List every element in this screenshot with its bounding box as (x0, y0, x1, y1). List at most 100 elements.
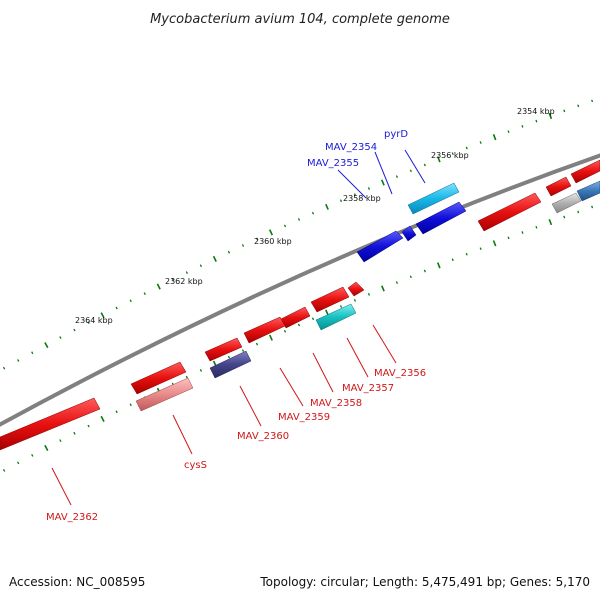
inner-tick (591, 205, 594, 209)
inner-tick (409, 275, 412, 279)
inner-tick (2, 468, 6, 472)
inner-tick (436, 262, 441, 269)
inner-tick (199, 369, 202, 372)
outer-tick (199, 264, 202, 268)
gene-cysS[interactable] (135, 377, 194, 412)
outer-tick (563, 109, 566, 113)
inner-tick (59, 439, 62, 443)
inner-tick (395, 281, 398, 284)
outer-tick (2, 366, 6, 370)
outer-tick (241, 244, 245, 247)
outer-tick (423, 163, 426, 167)
accession-text: Accession: NC_008595 (9, 575, 145, 589)
gene-red-2350a[interactable] (545, 176, 572, 197)
outer-tick (17, 359, 20, 362)
inner-tick (451, 258, 454, 262)
outer-tick (535, 119, 538, 123)
topology-text: Topology: circular; Length: 5,475,491 bp… (259, 575, 590, 589)
scale-label-2360: 2360 kbp (254, 237, 292, 246)
outer-tick (492, 134, 497, 141)
outer-tick (227, 250, 231, 254)
gene-MAV_2358[interactable] (310, 286, 350, 313)
gene-MAV_2362[interactable] (0, 397, 101, 451)
inner-tick (115, 410, 118, 414)
gene-red-2350b[interactable] (570, 159, 600, 184)
inner-tick (521, 231, 524, 234)
gene-strand-forward (356, 159, 600, 263)
inner-tick (311, 317, 315, 321)
outer-tick (212, 255, 217, 262)
inner-tick (17, 461, 20, 465)
outer-tick (521, 125, 524, 128)
leader-MAV_2359 (279, 367, 304, 407)
inner-tick (465, 252, 468, 256)
inner-tick-row (2, 205, 594, 472)
genome-backbone (0, 153, 600, 427)
outer-tick (507, 130, 510, 134)
inner-tick (227, 355, 231, 359)
outer-tick (31, 351, 34, 355)
gene-MAV_2354[interactable] (401, 225, 417, 242)
inner-tick (479, 247, 482, 251)
leader-cysS (172, 414, 193, 455)
gene-red-2361b[interactable] (130, 361, 187, 395)
gene-pyrD[interactable] (407, 182, 460, 215)
inner-tick (255, 342, 259, 346)
gene-MAV_2357[interactable] (315, 303, 357, 331)
outer-tick-row (2, 99, 594, 370)
outer-tick (171, 278, 174, 281)
inner-tick (185, 375, 188, 379)
inner-tick (535, 225, 538, 229)
inner-tick (381, 285, 385, 292)
outer-tick (283, 224, 287, 228)
label-cysS: cysS (184, 460, 207, 471)
inner-tick (44, 444, 49, 451)
leader-MAV_2362 (51, 467, 72, 506)
inner-tick (100, 415, 105, 422)
gene-MAV_2360-lower[interactable] (209, 350, 252, 379)
outer-tick (73, 328, 76, 332)
gene-steel-2350[interactable] (576, 180, 600, 202)
label-MAV_2359: MAV_2359 (278, 412, 330, 423)
leader-MAV_2356 (372, 324, 397, 364)
outer-tick (479, 141, 482, 144)
gene-MAV_2360[interactable] (243, 316, 286, 344)
inner-tick (129, 403, 132, 407)
scale-label-2356: 2356 kbp (431, 151, 469, 160)
gene-red-2361[interactable] (204, 337, 243, 362)
outer-tick (311, 211, 315, 215)
gene-red-2352[interactable] (477, 192, 542, 232)
outer-tick (268, 229, 274, 236)
outer-tick (465, 146, 468, 150)
scale-label-2364: 2364 kbp (75, 316, 113, 325)
outer-tick (591, 99, 594, 103)
gene-strand-reverse (0, 281, 365, 451)
label-pyrD: pyrD (384, 129, 408, 140)
gene-MAV_2356[interactable] (347, 281, 365, 297)
inner-tick (423, 269, 426, 273)
outer-tick (409, 169, 412, 173)
inner-tick (548, 219, 553, 226)
gene-grey-2351[interactable] (551, 192, 582, 214)
outer-tick (185, 271, 188, 274)
outer-tick (395, 175, 398, 178)
outer-tick (129, 299, 132, 303)
gene-MAV_2359[interactable] (280, 306, 311, 329)
leader-MAV_2358 (312, 352, 334, 393)
outer-tick (436, 156, 441, 163)
outer-tick (255, 237, 259, 241)
outer-tick (44, 342, 49, 349)
outer-tick (577, 104, 580, 108)
scale-label-2354: 2354 kbp (517, 107, 555, 116)
gene-MAV_2354-right[interactable] (415, 201, 467, 235)
outer-tick (156, 283, 161, 290)
leader-pyrD (404, 149, 426, 184)
gene-MAV_2355[interactable] (356, 230, 404, 263)
outer-tick (325, 203, 329, 210)
label-MAV_2357: MAV_2357 (342, 383, 394, 394)
label-MAV_2354: MAV_2354 (325, 142, 377, 153)
outer-tick (380, 179, 385, 186)
outer-tick (339, 199, 343, 203)
scale-label-2358: 2358 kbp (343, 194, 381, 203)
